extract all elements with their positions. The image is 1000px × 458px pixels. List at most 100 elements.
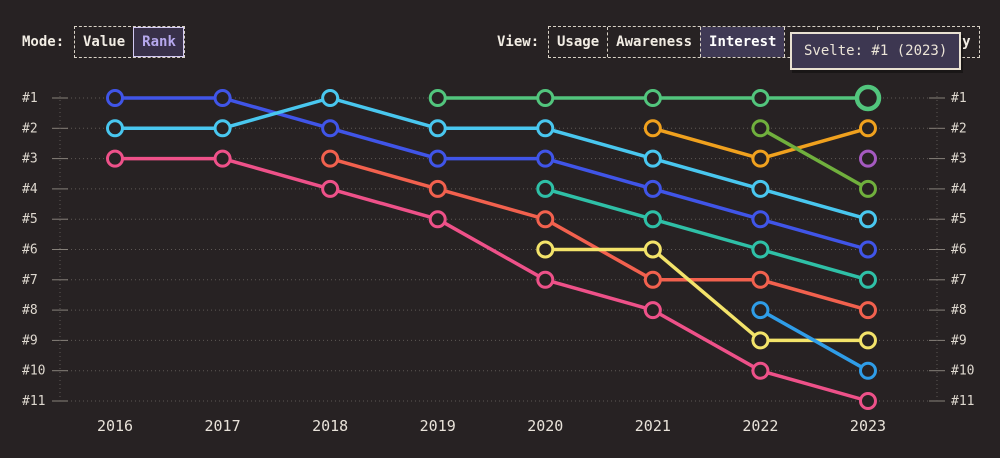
rank-label-left-11: #11 <box>22 394 45 409</box>
year-label-2017: 2017 <box>205 417 241 435</box>
rank-label-right-11: #11 <box>951 394 974 409</box>
rank-label-right-5: #5 <box>951 212 967 227</box>
data-point-series-royal-blue-2019[interactable] <box>428 149 447 168</box>
mode-option-value[interactable]: Value <box>83 34 126 50</box>
data-point-series-teal-2023[interactable] <box>858 270 877 289</box>
year-label-2021: 2021 <box>635 417 671 435</box>
data-point-series-yellow-2020[interactable] <box>536 240 555 259</box>
data-point-series-royal-blue-2016[interactable] <box>106 89 124 107</box>
mode-toggle-group: Value Rank <box>74 26 185 58</box>
data-point-series-yellow-2021[interactable] <box>643 240 662 259</box>
rank-label-right-8: #8 <box>951 303 967 318</box>
data-point-series-pink-2020[interactable] <box>536 270 555 289</box>
rank-label-left-6: #6 <box>22 243 38 258</box>
series-line-series-pink <box>113 156 870 403</box>
year-label-2019: 2019 <box>420 417 456 435</box>
rank-label-right-7: #7 <box>951 273 967 288</box>
data-point-series-pink-2021[interactable] <box>643 301 662 320</box>
data-point-series-purple-2023[interactable] <box>858 149 877 168</box>
year-label-2018: 2018 <box>312 417 348 435</box>
rank-label-left-4: #4 <box>22 182 38 197</box>
data-point-series-teal-2021[interactable] <box>643 210 662 229</box>
data-point-series-cyan-2020[interactable] <box>536 119 555 138</box>
data-point-series-cyan-2021[interactable] <box>643 149 662 168</box>
tooltip-text: Svelte: #1 (2023) <box>804 43 948 59</box>
year-label-2022: 2022 <box>742 417 778 435</box>
rank-label-left-7: #7 <box>22 273 38 288</box>
data-point-svelte-2019[interactable] <box>428 89 447 107</box>
data-point-series-pink-2019[interactable] <box>428 210 447 229</box>
view-label: View: <box>497 34 540 50</box>
data-point-series-coral-2019[interactable] <box>428 179 447 198</box>
data-point-series-yellow-2022[interactable] <box>751 331 770 350</box>
data-point-series-olive-2022[interactable] <box>751 119 770 138</box>
data-point-series-royal-blue-2022[interactable] <box>751 210 770 229</box>
data-point-series-cyan-2018[interactable] <box>321 89 340 107</box>
mode-option-rank[interactable]: Rank <box>133 27 184 57</box>
rank-label-right-6: #6 <box>951 243 967 258</box>
data-point-series-coral-2018[interactable] <box>321 149 340 168</box>
data-point-series-orange-2021[interactable] <box>643 119 662 138</box>
data-point-svelte-2021[interactable] <box>643 89 662 107</box>
series-line-series-sky <box>758 308 870 373</box>
data-point-series-sky-2023[interactable] <box>858 361 877 380</box>
rank-label-right-2: #2 <box>951 121 967 136</box>
view-option-usage[interactable]: Usage <box>557 34 600 50</box>
data-point-series-royal-blue-2023[interactable] <box>858 240 877 259</box>
data-point-series-royal-blue-2017[interactable] <box>213 89 232 107</box>
data-point-series-royal-blue-2021[interactable] <box>643 179 662 198</box>
data-point-series-royal-blue-2018[interactable] <box>321 119 340 138</box>
data-point-series-cyan-2019[interactable] <box>428 119 447 138</box>
series-line-series-cyan <box>113 96 870 221</box>
data-point-svelte-2022[interactable] <box>751 89 770 107</box>
mode-label: Mode: <box>22 34 65 50</box>
rank-label-right-4: #4 <box>951 182 967 197</box>
rank-label-left-8: #8 <box>22 303 38 318</box>
data-point-series-pink-2022[interactable] <box>751 361 770 380</box>
data-point-series-cyan-2016[interactable] <box>106 119 124 138</box>
data-point-series-cyan-2017[interactable] <box>213 119 232 138</box>
data-point-svelte-2020[interactable] <box>536 89 555 107</box>
data-point-series-pink-2017[interactable] <box>213 149 232 168</box>
data-point-series-yellow-2023[interactable] <box>858 331 877 350</box>
series-line-series-teal <box>543 187 870 282</box>
year-label-2016: 2016 <box>97 417 133 435</box>
data-point-series-orange-2022[interactable] <box>751 149 770 168</box>
rank-label-left-3: #3 <box>22 152 38 167</box>
rank-label-right-10: #10 <box>951 364 974 379</box>
data-point-series-coral-2020[interactable] <box>536 210 555 229</box>
data-point-svelte-2023[interactable] <box>854 84 882 112</box>
series-line-series-olive <box>758 126 870 191</box>
data-point-series-olive-2023[interactable] <box>858 179 877 198</box>
data-point-series-royal-blue-2020[interactable] <box>536 149 555 168</box>
view-option-interest[interactable]: Interest <box>700 27 785 57</box>
rank-label-left-10: #10 <box>22 364 45 379</box>
series-line-series-coral <box>328 156 870 312</box>
data-point-series-orange-2023[interactable] <box>858 119 877 138</box>
rank-label-right-1: #1 <box>951 91 967 106</box>
rank-label-right-9: #9 <box>951 333 967 348</box>
data-point-series-coral-2022[interactable] <box>751 270 770 289</box>
rank-label-left-2: #2 <box>22 121 38 136</box>
data-point-series-cyan-2022[interactable] <box>751 179 770 198</box>
rank-label-left-1: #1 <box>22 91 38 106</box>
data-point-series-coral-2021[interactable] <box>643 270 662 289</box>
tooltip: Svelte: #1 (2023) <box>790 32 962 70</box>
data-point-series-pink-2016[interactable] <box>106 149 124 168</box>
year-label-2020: 2020 <box>527 417 563 435</box>
series-line-series-royal-blue <box>113 96 870 252</box>
data-point-series-cyan-2023[interactable] <box>858 210 877 229</box>
data-point-series-teal-2020[interactable] <box>536 179 555 198</box>
rank-label-left-5: #5 <box>22 212 38 227</box>
data-point-series-pink-2018[interactable] <box>321 179 340 198</box>
view-option-awareness[interactable]: Awareness <box>607 27 700 57</box>
data-point-series-coral-2023[interactable] <box>858 301 877 320</box>
data-point-series-pink-2023[interactable] <box>858 392 877 410</box>
rank-label-left-9: #9 <box>22 333 38 348</box>
year-label-2023: 2023 <box>850 417 886 435</box>
rank-label-right-3: #3 <box>951 152 967 167</box>
data-point-series-sky-2022[interactable] <box>751 301 770 320</box>
data-point-series-teal-2022[interactable] <box>751 240 770 259</box>
